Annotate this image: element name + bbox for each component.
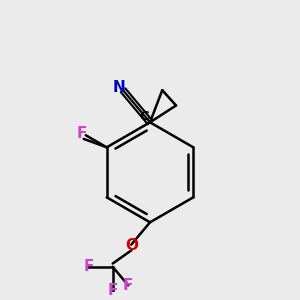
Text: F: F xyxy=(107,284,118,298)
Text: F: F xyxy=(83,259,94,274)
Text: O: O xyxy=(125,238,138,253)
Text: C: C xyxy=(140,110,149,123)
Text: F: F xyxy=(123,278,134,293)
Text: F: F xyxy=(77,126,87,141)
Text: N: N xyxy=(112,80,125,95)
